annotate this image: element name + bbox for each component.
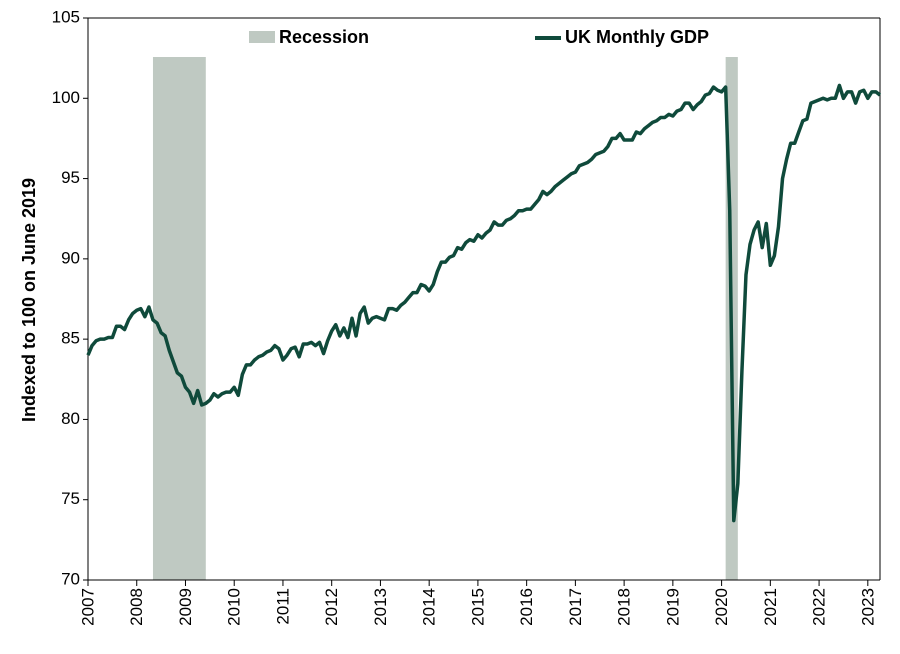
legend-label: UK Monthly GDP [565, 27, 709, 47]
x-tick-label: 2014 [420, 588, 439, 626]
x-tick-label: 2008 [127, 588, 146, 626]
y-tick-label: 80 [61, 409, 80, 428]
x-tick-label: 2017 [566, 588, 585, 626]
x-tick-label: 2016 [517, 588, 536, 626]
legend-swatch [249, 31, 275, 43]
y-tick-label: 90 [61, 248, 80, 267]
y-tick-label: 70 [61, 569, 80, 588]
legend-label: Recession [279, 27, 369, 47]
y-axis-label: Indexed to 100 on June 2019 [19, 178, 39, 422]
y-tick-label: 105 [52, 7, 80, 26]
x-tick-label: 2019 [663, 588, 682, 626]
x-tick-label: 2012 [322, 588, 341, 626]
y-tick-label: 95 [61, 168, 80, 187]
x-tick-label: 2013 [371, 588, 390, 626]
x-tick-label: 2011 [273, 588, 292, 625]
x-tick-label: 2009 [176, 588, 195, 626]
x-tick-label: 2018 [615, 588, 634, 626]
x-tick-label: 2007 [78, 588, 97, 626]
x-tick-label: 2015 [468, 588, 487, 626]
x-tick-label: 2022 [810, 588, 829, 626]
y-tick-label: 75 [61, 489, 80, 508]
y-tick-label: 100 [52, 88, 80, 107]
y-tick-label: 85 [61, 329, 80, 348]
x-tick-label: 2020 [712, 588, 731, 626]
x-tick-label: 2023 [858, 588, 877, 626]
x-tick-label: 2021 [761, 588, 780, 626]
x-tick-label: 2010 [225, 588, 244, 626]
gdp-line [86, 83, 882, 523]
recession-band [152, 57, 206, 580]
